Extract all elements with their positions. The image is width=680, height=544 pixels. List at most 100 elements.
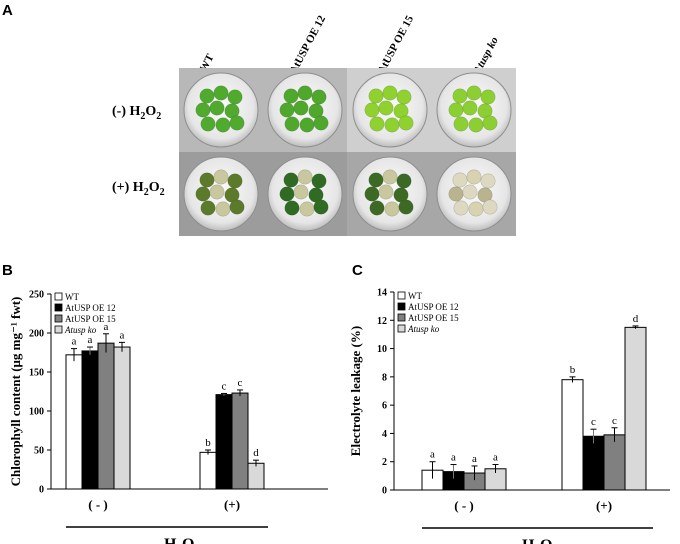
leaf-disc — [480, 173, 496, 189]
legend-swatch — [397, 291, 406, 300]
y-tick-label: 0 — [382, 486, 387, 497]
legend-entry: Atusp ko — [64, 325, 97, 335]
bar — [65, 354, 83, 490]
y-tick-label: 6 — [382, 401, 387, 412]
x-category-label: ( - ) — [454, 498, 474, 513]
bar — [215, 394, 233, 490]
leaf-disc — [384, 117, 400, 133]
leaf-disc — [284, 116, 300, 132]
leaf-disc — [311, 89, 327, 105]
significance-letter: a — [72, 336, 77, 348]
bar — [199, 451, 217, 490]
leaf-disc — [199, 88, 215, 104]
y-axis-label: Chlorophyll content (μg mg⁻¹ fwt) — [8, 297, 23, 487]
y-tick-label: 8 — [382, 372, 387, 383]
y-tick-label: 0 — [39, 485, 44, 496]
leaf-disc — [293, 100, 309, 116]
leaf-disc — [369, 116, 385, 132]
significance-letter: a — [88, 334, 93, 346]
legend-swatch — [54, 314, 63, 323]
legend-entry: WT — [65, 292, 79, 302]
panel-b-letter: B — [2, 262, 13, 279]
leaf-disc — [313, 199, 329, 215]
panel-a-letter: A — [2, 2, 13, 19]
significance-letter: d — [253, 447, 259, 459]
leaf-disc — [448, 102, 464, 118]
bar — [582, 435, 605, 491]
leaf-disc — [368, 88, 384, 104]
legend-swatch — [54, 292, 63, 301]
leaf-disc — [368, 172, 384, 188]
x-axis-label: H2O2 — [522, 537, 558, 544]
leaf-disc — [480, 89, 496, 105]
y-tick-label: 250 — [29, 290, 44, 301]
significance-letter: d — [633, 313, 639, 325]
legend-entry: AtUSP OE 12 — [65, 303, 116, 313]
legend-entry: WT — [408, 291, 422, 301]
leaf-disc — [382, 85, 398, 101]
leaf-disc — [284, 200, 300, 216]
y-tick-label: 4 — [382, 429, 387, 440]
leaf-disc — [227, 173, 243, 189]
leaf-disc — [200, 116, 216, 132]
y-axis-label: Electrolyte leakage (%) — [348, 326, 363, 456]
bar — [231, 392, 249, 490]
y-tick-label: 200 — [29, 329, 44, 340]
significance-letter: c — [612, 415, 617, 427]
leaf-disc — [311, 173, 327, 189]
significance-letter: a — [472, 453, 477, 465]
x-category-label: (+) — [596, 498, 612, 513]
leaf-disc — [195, 186, 211, 202]
leaf-disc — [297, 85, 313, 101]
leaf-disc — [200, 200, 216, 216]
leaf-disc — [378, 100, 394, 116]
leaf-disc — [448, 186, 464, 202]
y-tick-label: 10 — [377, 344, 387, 355]
significance-letter: a — [430, 449, 435, 461]
significance-letter: a — [120, 329, 125, 341]
leaf-disc — [299, 117, 315, 133]
leaf-disc — [384, 201, 400, 217]
significance-letter: c — [238, 377, 243, 389]
leaf-disc — [462, 100, 478, 116]
legend-swatch — [54, 325, 63, 334]
leaf-disc — [369, 200, 385, 216]
chart-b-chlorophyll: 0 50 100 150 200 250 Chlorophyll content (μg m… — [8, 290, 328, 544]
leaf-disc — [293, 184, 309, 200]
legend-entry: AtUSP OE 15 — [65, 314, 116, 324]
leaf-disc — [398, 199, 414, 215]
x-category-label: ( - ) — [88, 497, 108, 512]
significance-letter: a — [104, 321, 109, 333]
chart-c-electrolyte: 0 2 4 6 8 10 12 14 Electrolyte leakage (%) a a a a ( … — [348, 288, 670, 544]
leaf-disc — [462, 184, 478, 200]
leaf-disc — [468, 201, 484, 217]
x-axis-label: H2O2 — [164, 536, 200, 544]
bar — [603, 434, 626, 491]
photo-row-label-minus: (-) H2O2 — [112, 104, 162, 122]
photo-row-label-plus: (+) H2O2 — [112, 180, 165, 198]
leaf-disc — [229, 199, 245, 215]
y-tick-label: 2 — [382, 457, 387, 468]
legend-entry: AtUSP OE 12 — [408, 302, 459, 312]
leaf-disc — [482, 199, 498, 215]
leaf-disc — [452, 172, 468, 188]
leaf-disc — [396, 89, 412, 105]
leaf-disc-photo — [179, 68, 516, 236]
photo-col-oe15: AtUSP OE 15 — [375, 13, 417, 76]
leaf-disc — [283, 172, 299, 188]
leaf-disc — [199, 172, 215, 188]
leaf-disc — [468, 117, 484, 133]
legend-swatch — [397, 302, 406, 311]
bar — [97, 342, 115, 490]
leaf-disc — [482, 115, 498, 131]
y-tick-label: 100 — [29, 407, 44, 418]
leaf-disc — [213, 85, 229, 101]
y-tick-label: 14 — [377, 288, 387, 299]
legend-swatch — [54, 303, 63, 312]
leaf-disc — [466, 85, 482, 101]
x-category-label: (+) — [224, 497, 240, 512]
significance-letter: a — [451, 452, 456, 464]
leaf-disc — [398, 115, 414, 131]
leaf-disc — [313, 115, 329, 131]
leaf-disc — [279, 102, 295, 118]
